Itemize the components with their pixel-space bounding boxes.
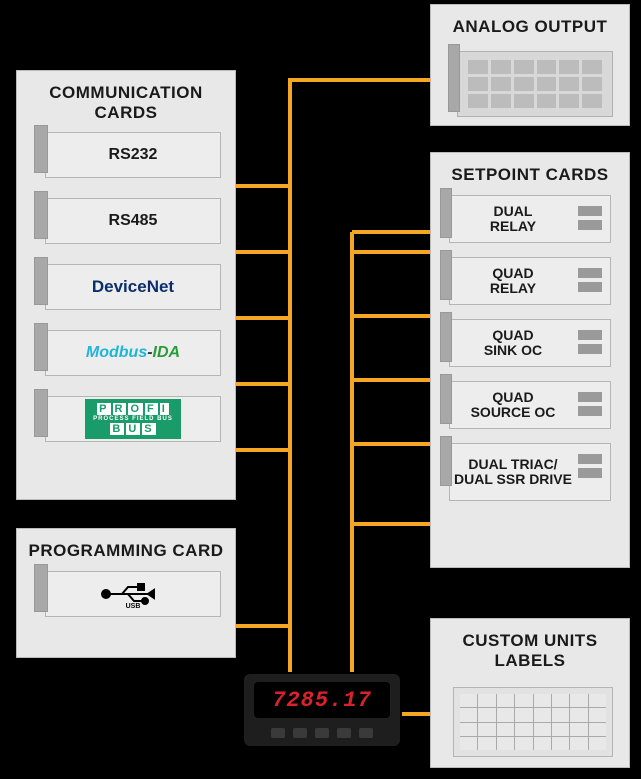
setpoint-cards-panel: SETPOINT CARDS DUALRELAY QUADRELAY QUADS… [430,152,630,568]
card-rs232: RS232 [45,132,221,178]
display-unit: 7285.17 [242,672,402,748]
card-dual-relay: DUALRELAY [449,195,611,243]
usb-icon: USB [98,579,168,609]
card-devicenet: DeviceNet [45,264,221,310]
programming-card-title: PROGRAMMING CARD [17,529,235,571]
card-profibus: PROFI PROCESS FIELD BUS BUS [45,396,221,442]
profibus-logo: PROFI PROCESS FIELD BUS BUS [85,399,181,440]
communication-cards-title: COMMUNICATION CARDS [17,71,235,132]
card-label: QUADSINK OC [484,328,542,357]
display-readout: 7285.17 [254,682,390,718]
custom-units-labels-title: CUSTOM UNITS LABELS [431,619,629,680]
card-label: RS232 [109,146,158,164]
card-quad-relay: QUADRELAY [449,257,611,305]
analog-output-module [457,51,613,117]
modbus-logo: Modbus-IDA [86,344,180,362]
card-label: QUADRELAY [490,266,536,295]
card-label: DUALRELAY [490,204,536,233]
card-modbus: Modbus-IDA [45,330,221,376]
card-usb: USB [45,571,221,617]
card-label: DUAL TRIAC/DUAL SSR DRIVE [454,457,572,486]
programming-card-panel: PROGRAMMING CARD USB [16,528,236,658]
card-dual-triac: DUAL TRIAC/DUAL SSR DRIVE [449,443,611,501]
analog-output-title: ANALOG OUTPUT [431,5,629,47]
labels-sheet [453,687,613,757]
card-label: RS485 [109,212,158,230]
labels-grid [460,694,606,750]
svg-text:USB: USB [126,603,141,609]
custom-units-labels-panel: CUSTOM UNITS LABELS [430,618,630,768]
communication-cards-panel: COMMUNICATION CARDS RS232 RS485 DeviceNe… [16,70,236,500]
card-quad-sink-oc: QUADSINK OC [449,319,611,367]
devicenet-logo: DeviceNet [92,277,174,297]
card-rs485: RS485 [45,198,221,244]
analog-output-panel: ANALOG OUTPUT [430,4,630,126]
analog-slots [468,60,602,108]
card-quad-source-oc: QUADSOURCE OC [449,381,611,429]
setpoint-cards-title: SETPOINT CARDS [431,153,629,195]
card-label: QUADSOURCE OC [471,390,556,419]
display-buttons [244,728,400,738]
